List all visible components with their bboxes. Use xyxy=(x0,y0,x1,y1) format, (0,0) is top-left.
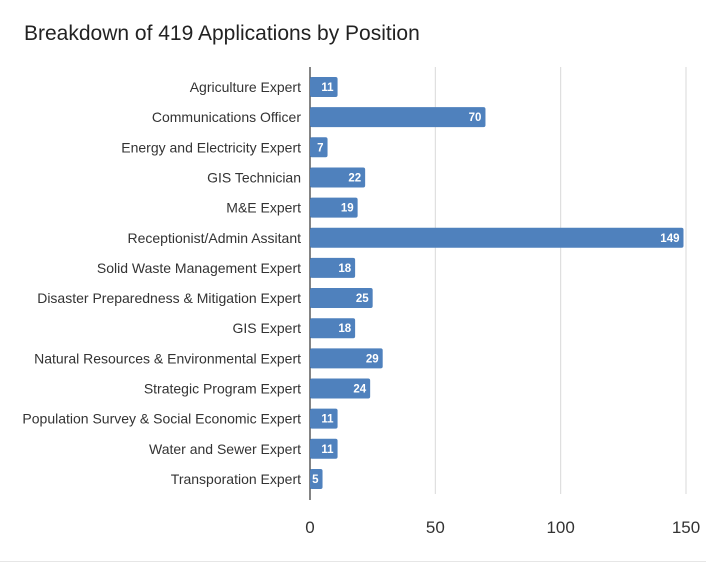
category-label: Disaster Preparedness & Mitigation Exper… xyxy=(37,290,301,306)
data-label: 70 xyxy=(469,112,482,124)
bar xyxy=(310,288,373,309)
category-label: Communications Officer xyxy=(152,109,301,125)
data-label: 29 xyxy=(366,353,379,365)
label-layer: Agriculture Expert 11 Communications Offic… xyxy=(22,79,679,487)
category-label: GIS Expert xyxy=(233,320,302,336)
x-tick-label: 100 xyxy=(546,518,574,537)
category-label: Transporation Expert xyxy=(171,471,301,487)
category-label: Strategic Program Expert xyxy=(144,381,301,397)
data-label: 18 xyxy=(338,263,351,275)
bar xyxy=(310,227,684,248)
data-label: 5 xyxy=(312,474,319,486)
bar xyxy=(310,137,328,158)
bar xyxy=(310,408,338,429)
category-label: Natural Resources & Environmental Expert xyxy=(34,350,301,366)
chart-title: Breakdown of 419 Applications by Positio… xyxy=(24,22,420,45)
category-label: Water and Sewer Expert xyxy=(149,441,301,457)
data-label: 11 xyxy=(321,444,334,456)
data-label: 7 xyxy=(317,142,323,154)
data-label: 11 xyxy=(321,82,334,94)
bar xyxy=(310,167,366,188)
data-label: 24 xyxy=(353,384,366,396)
category-label: Population Survey & Social Economic Expe… xyxy=(22,411,301,427)
x-tick-label: 50 xyxy=(426,518,445,537)
bar xyxy=(310,77,338,97)
data-label: 19 xyxy=(341,203,354,215)
bar xyxy=(310,197,358,218)
bar xyxy=(310,348,383,369)
category-label: Solid Waste Management Expert xyxy=(97,260,301,276)
category-label: Receptionist/Admin Assitant xyxy=(127,230,301,246)
x-tick-label: 0 xyxy=(305,518,314,537)
data-label: 25 xyxy=(356,293,369,305)
data-label: 18 xyxy=(338,323,351,335)
bar xyxy=(310,318,356,339)
category-label: GIS Technician xyxy=(207,169,301,185)
data-label: 149 xyxy=(660,233,679,245)
x-tick-label: 150 xyxy=(672,518,700,537)
data-label: 22 xyxy=(348,172,361,184)
grid-layer xyxy=(309,67,687,500)
bar xyxy=(310,438,338,459)
tick-layer: 0 50 100 150 xyxy=(305,518,700,537)
bottom-divider xyxy=(0,561,706,562)
bar xyxy=(310,378,371,399)
bar xyxy=(310,468,323,489)
bar xyxy=(310,257,356,278)
data-label: 11 xyxy=(321,414,334,426)
category-label: Energy and Electricity Expert xyxy=(121,139,301,155)
bar xyxy=(310,107,486,128)
category-label: Agriculture Expert xyxy=(190,79,301,95)
bar-layer xyxy=(310,77,684,489)
category-label: M&E Expert xyxy=(226,200,301,216)
